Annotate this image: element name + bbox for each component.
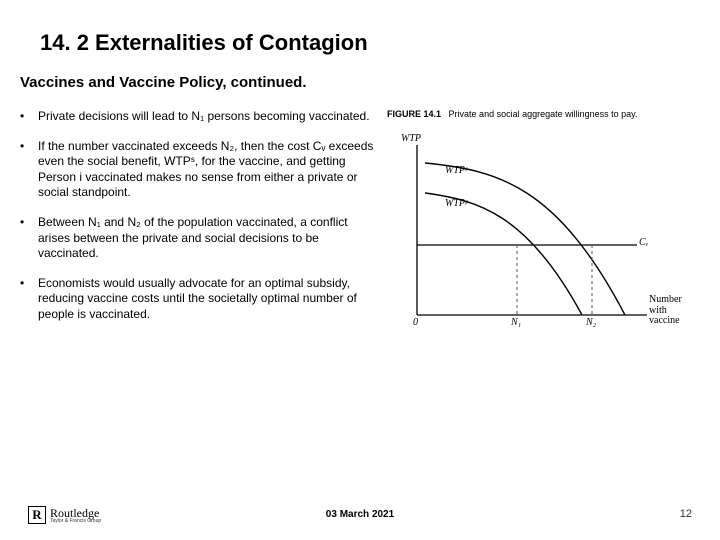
x-tick-0: 0 [413,317,418,328]
bullet-list: Private decisions will lead to N₁ person… [40,109,375,345]
x-axis-label: Number with vaccine [649,295,682,327]
logo-name: Routledge [50,507,101,519]
publisher-logo: R Routledge Taylor & Francis Group [28,506,101,524]
list-item: Between N₁ and N₂ of the population vacc… [20,215,375,262]
page-number: 12 [680,508,692,520]
page-subtitle: Vaccines and Vaccine Policy, continued. [20,74,692,91]
y-axis-label: WTP [401,133,421,144]
slide: 14. 2 Externalities of Contagion Vaccine… [0,0,720,540]
chart-svg [387,125,687,335]
figure-caption: FIGURE 14.1 Private and social aggregate… [387,109,692,119]
figure-area: FIGURE 14.1 Private and social aggregate… [387,109,692,345]
logo-subtitle: Taylor & Francis Group [50,519,101,524]
x-label-line: vaccine [649,316,682,327]
routledge-icon: R [28,506,46,524]
page-title: 14. 2 Externalities of Contagion [40,30,692,56]
wtp-private-curve [425,193,582,315]
wtp-social-curve [425,163,625,315]
cv-label: Cᵥ [639,237,648,248]
wtps-label: WTPˢ [445,165,467,176]
list-item: If the number vaccinated exceeds N₂, the… [20,139,375,201]
list-item: Private decisions will lead to N₁ person… [20,109,375,125]
figure-caption-text: Private and social aggregate willingness… [449,109,638,119]
logo-text: Routledge Taylor & Francis Group [50,507,101,524]
x-tick-n2: N₂ [586,317,596,328]
x-tick-n1: N₁ [511,317,521,328]
footer: R Routledge Taylor & Francis Group 03 Ma… [0,488,720,528]
footer-date: 03 March 2021 [326,509,394,520]
figure-caption-label: FIGURE 14.1 [387,109,441,119]
x-label-line: Number [649,295,682,306]
list-item: Economists would usually advocate for an… [20,276,375,323]
wtpp-label: WTPᵖ [445,198,468,209]
wtp-chart: WTP WTPˢ WTPᵖ Cᵥ 0 N₁ N₂ Number with vac… [387,125,687,345]
content-row: Private decisions will lead to N₁ person… [40,109,692,345]
